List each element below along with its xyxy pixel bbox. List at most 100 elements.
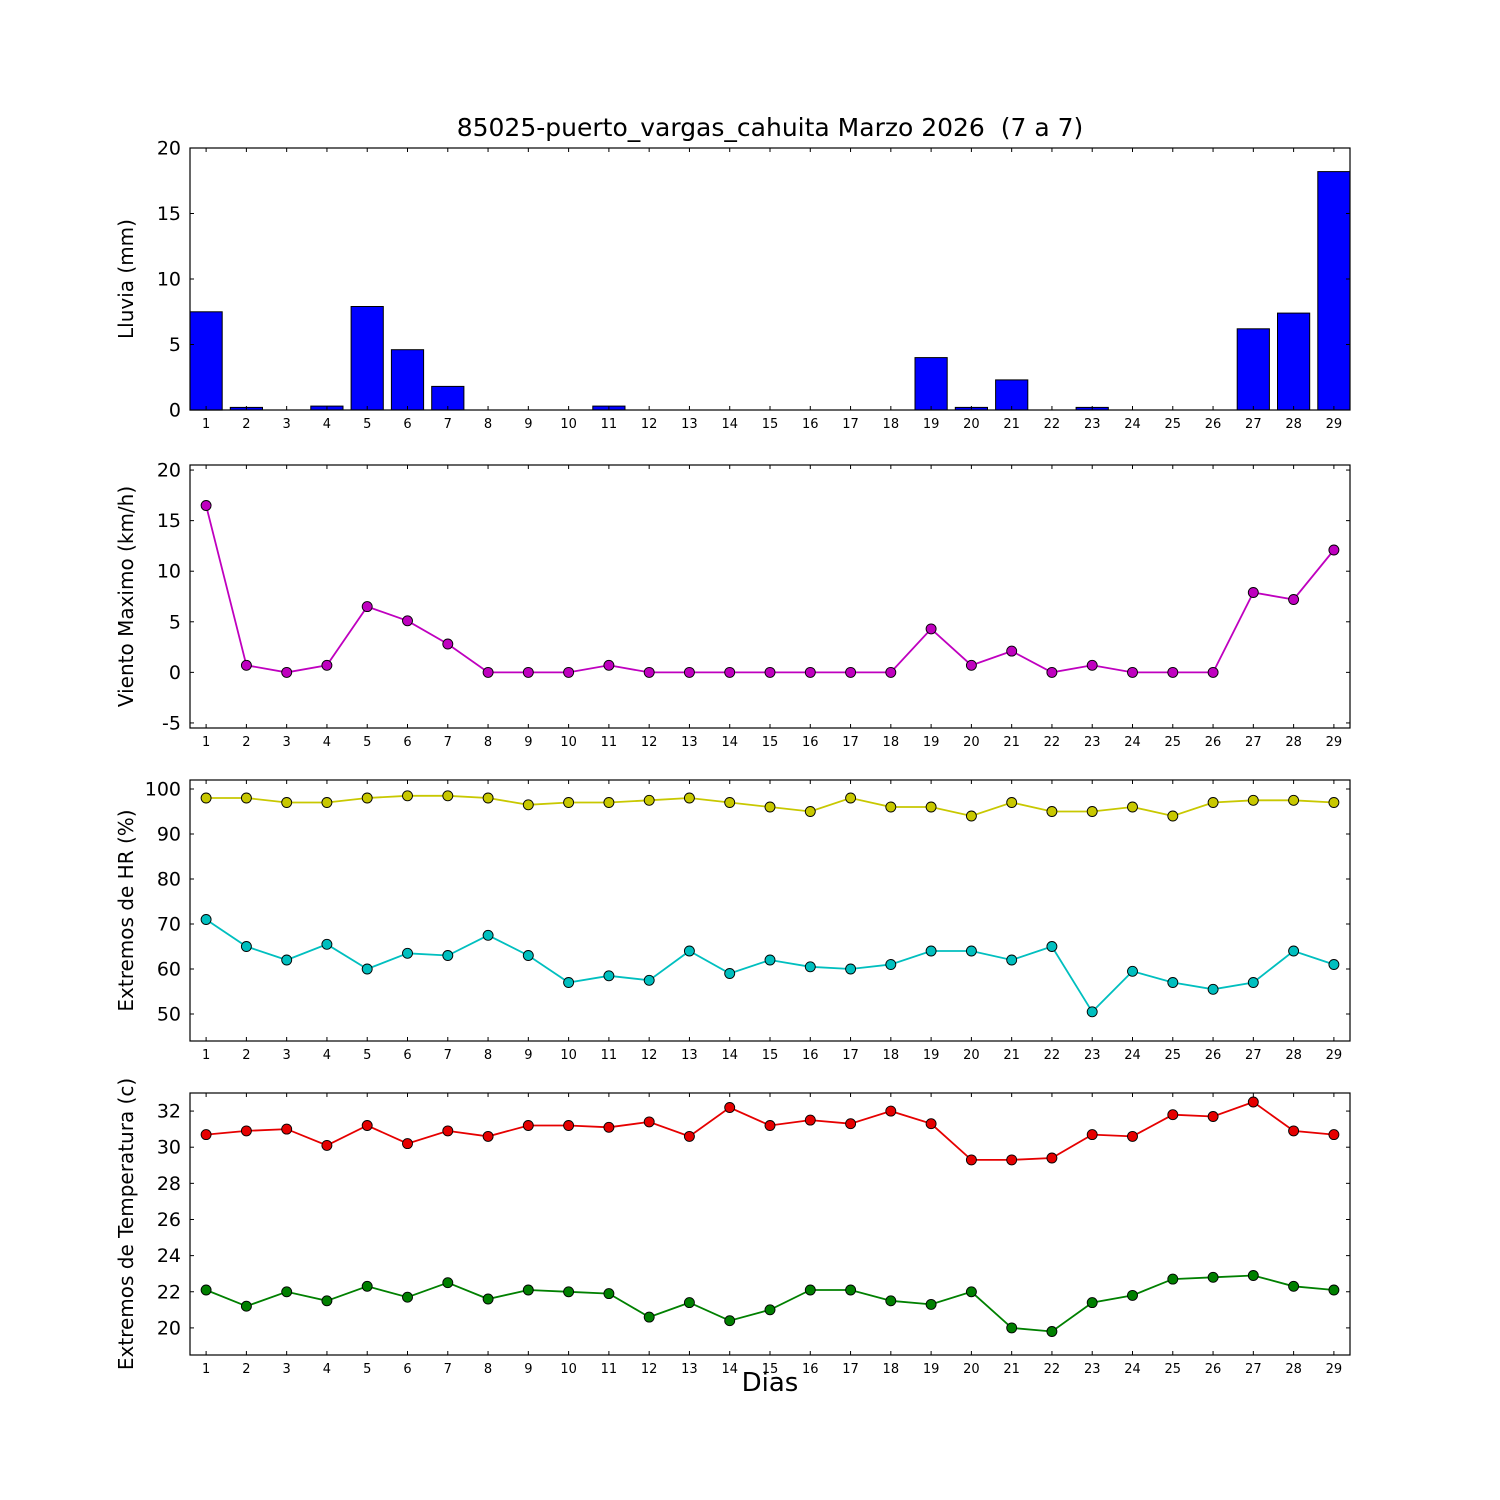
x-tick-label-extremos_temperatura: 17 <box>842 1362 859 1377</box>
x-tick-label-viento_maximo: 18 <box>883 735 900 750</box>
ylabel-extremos_hr: Extremos de HR (%) <box>114 809 138 1011</box>
marker-hr_maxima-day-27 <box>1247 794 1259 806</box>
x-tick-label-lluvia: 6 <box>403 417 411 432</box>
x-tick-label-lluvia: 27 <box>1245 417 1262 432</box>
marker-temperatura_maxima-day-14 <box>724 1102 736 1113</box>
x-tick-label-viento_maximo: 15 <box>762 735 779 750</box>
y-tick-label-extremos_temperatura: 28 <box>157 1173 181 1195</box>
x-tick-label-extremos_temperatura: 7 <box>444 1362 452 1377</box>
marker-hr_minima-day-10 <box>563 977 575 988</box>
x-tick-label-viento_maximo: 16 <box>802 735 819 750</box>
marker-hr_maxima-day-20 <box>965 810 977 822</box>
marker-hr_maxima-day-4 <box>321 797 333 808</box>
axes-viento_maximo <box>190 465 1350 728</box>
marker-temperatura_minima-day-18 <box>885 1295 897 1307</box>
y-tick-label-extremos_hr: 60 <box>157 959 181 981</box>
marker-hr_maxima-day-9 <box>522 799 534 811</box>
y-tick-label-lluvia: 5 <box>169 334 181 356</box>
x-tick-label-extremos_temperatura: 11 <box>601 1362 618 1377</box>
y-tick-label-extremos_temperatura: 24 <box>157 1245 181 1267</box>
x-tick-label-lluvia: 14 <box>721 417 738 432</box>
y-tick-label-viento_maximo: 20 <box>157 460 181 482</box>
x-tick-label-extremos_temperatura: 27 <box>1245 1362 1262 1377</box>
bar-lluvia-day-5 <box>350 306 384 411</box>
axes-extremos_temperatura <box>190 1093 1350 1355</box>
marker-hr_minima-day-20 <box>965 945 977 957</box>
x-tick-label-extremos_hr: 28 <box>1285 1048 1302 1063</box>
marker-viento_maximo-day-11 <box>603 659 615 671</box>
marker-temperatura_maxima-day-12 <box>643 1116 655 1128</box>
x-tick-label-viento_maximo: 29 <box>1326 735 1343 750</box>
x-tick-label-extremos_hr: 27 <box>1245 1048 1262 1063</box>
x-tick-label-extremos_hr: 11 <box>601 1048 618 1063</box>
x-tick-label-extremos_temperatura: 19 <box>923 1362 940 1377</box>
x-tick-label-extremos_hr: 22 <box>1044 1048 1061 1063</box>
marker-hr_minima-day-6 <box>402 947 413 959</box>
x-tick-label-viento_maximo: 19 <box>923 735 940 750</box>
marker-temperatura_minima-day-4 <box>321 1295 333 1307</box>
marker-hr_minima-day-13 <box>683 945 695 957</box>
marker-hr_minima-day-26 <box>1207 983 1219 995</box>
marker-temperatura_maxima-day-2 <box>240 1125 252 1137</box>
x-tick-label-viento_maximo: 13 <box>681 735 698 750</box>
marker-hr_maxima-day-29 <box>1328 797 1340 808</box>
marker-temperatura_minima-day-6 <box>402 1291 413 1303</box>
marker-hr_minima-day-4 <box>321 938 333 950</box>
x-tick-label-extremos_temperatura: 16 <box>802 1362 819 1377</box>
marker-hr_maxima-day-26 <box>1207 797 1219 808</box>
x-tick-label-lluvia: 26 <box>1205 417 1222 432</box>
marker-hr_minima-day-27 <box>1247 977 1259 988</box>
x-tick-label-extremos_hr: 26 <box>1205 1048 1222 1063</box>
marker-temperatura_minima-day-12 <box>643 1311 655 1323</box>
marker-hr_maxima-day-22 <box>1046 806 1058 817</box>
x-tick-label-extremos_temperatura: 8 <box>484 1362 492 1377</box>
marker-hr_minima-day-22 <box>1046 941 1058 952</box>
x-tick-label-extremos_temperatura: 22 <box>1044 1362 1061 1377</box>
marker-viento_maximo-day-29 <box>1328 544 1340 556</box>
marker-hr_maxima-day-24 <box>1127 801 1138 813</box>
x-tick-label-extremos_temperatura: 18 <box>883 1362 900 1377</box>
y-tick-label-extremos_temperatura: 26 <box>157 1209 181 1231</box>
bar-lluvia-day-19 <box>914 357 948 411</box>
x-tick-label-extremos_hr: 9 <box>524 1048 532 1063</box>
marker-temperatura_minima-day-27 <box>1247 1270 1259 1281</box>
x-tick-label-extremos_temperatura: 29 <box>1326 1362 1343 1377</box>
x-tick-label-extremos_temperatura: 3 <box>283 1362 291 1377</box>
x-tick-label-extremos_temperatura: 4 <box>323 1362 331 1377</box>
marker-temperatura_maxima-day-15 <box>764 1120 776 1131</box>
marker-temperatura_maxima-day-20 <box>965 1154 977 1166</box>
x-tick-label-extremos_hr: 16 <box>802 1048 819 1063</box>
marker-viento_maximo-day-16 <box>804 666 816 678</box>
marker-temperatura_maxima-day-13 <box>683 1130 695 1142</box>
marker-hr_minima-day-9 <box>522 950 534 961</box>
marker-hr_maxima-day-5 <box>361 792 373 804</box>
marker-hr_maxima-day-3 <box>281 797 293 808</box>
marker-temperatura_minima-day-26 <box>1207 1271 1219 1283</box>
x-tick-label-lluvia: 1 <box>202 417 210 432</box>
marker-hr_maxima-day-8 <box>482 792 494 804</box>
x-tick-label-extremos_hr: 5 <box>363 1048 371 1063</box>
x-tick-label-extremos_hr: 8 <box>484 1048 492 1063</box>
x-tick-label-extremos_hr: 4 <box>323 1048 331 1063</box>
y-tick-label-extremos_hr: 80 <box>157 869 181 891</box>
x-tick-label-extremos_hr: 21 <box>1003 1048 1020 1063</box>
marker-hr_minima-day-12 <box>643 974 655 986</box>
y-tick-label-extremos_hr: 100 <box>145 779 181 801</box>
marker-hr_maxima-day-13 <box>683 792 695 804</box>
marker-temperatura_maxima-day-3 <box>281 1123 293 1135</box>
marker-hr_minima-day-14 <box>724 968 736 979</box>
x-tick-label-viento_maximo: 10 <box>560 735 577 750</box>
marker-temperatura_minima-day-16 <box>804 1284 816 1296</box>
x-tick-label-extremos_hr: 12 <box>641 1048 658 1063</box>
x-tick-label-extremos_temperatura: 24 <box>1124 1362 1141 1377</box>
bar-lluvia-day-29 <box>1317 171 1351 411</box>
x-tick-label-lluvia: 9 <box>524 417 532 432</box>
marker-temperatura_minima-day-11 <box>603 1288 615 1300</box>
y-tick-label-lluvia: 20 <box>157 138 181 160</box>
marker-hr_maxima-day-15 <box>764 801 776 813</box>
x-tick-label-viento_maximo: 28 <box>1285 735 1302 750</box>
x-tick-label-extremos_temperatura: 13 <box>681 1362 698 1377</box>
bar-lluvia-day-21 <box>995 379 1029 411</box>
x-tick-label-extremos_hr: 7 <box>444 1048 452 1063</box>
